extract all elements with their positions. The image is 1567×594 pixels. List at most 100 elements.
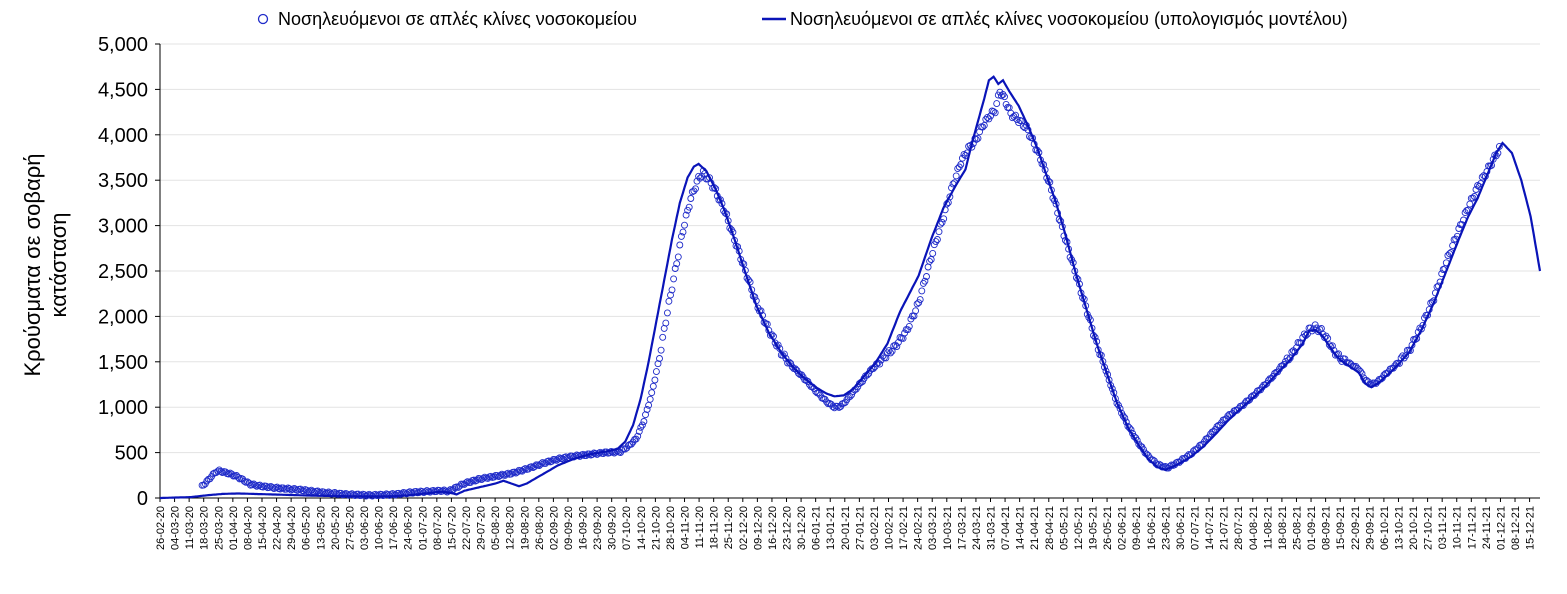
x-tick-label: 30-06-21: [1175, 506, 1187, 550]
x-tick-label: 05-05-21: [1058, 506, 1070, 550]
data-point: [1250, 392, 1258, 400]
x-tick-label: 19-08-20: [519, 506, 531, 550]
x-tick-label: 29-09-21: [1364, 506, 1376, 550]
data-point: [681, 221, 688, 229]
data-point: [1288, 348, 1296, 356]
x-tick-label: 10-06-20: [374, 506, 386, 550]
x-tick-label: 01-09-21: [1306, 506, 1318, 550]
y-tick-label: 4,500: [98, 79, 148, 101]
x-tick-label: 23-09-20: [592, 506, 604, 550]
data-point: [882, 354, 890, 362]
x-tick-label: 22-04-20: [272, 506, 284, 550]
data-point: [462, 479, 470, 487]
data-point: [990, 108, 998, 116]
data-point: [652, 368, 660, 376]
data-point: [206, 475, 214, 483]
y-tick-label: 1,500: [98, 352, 148, 374]
data-point: [1012, 111, 1019, 119]
data-point: [643, 406, 651, 413]
x-tick-label: 15-12-21: [1525, 506, 1537, 550]
x-tick-label: 07-10-20: [621, 506, 633, 550]
x-tick-label: 27-10-21: [1423, 506, 1435, 550]
legend-marker-icon: [257, 13, 269, 25]
x-tick-label: 29-04-20: [286, 506, 298, 550]
data-point: [687, 195, 695, 202]
x-tick-label: 24-03-21: [971, 506, 983, 550]
x-tick-label: 03-06-20: [359, 506, 371, 550]
data-point: [991, 109, 999, 117]
x-tick-label: 07-04-21: [1000, 506, 1012, 550]
data-point: [635, 427, 643, 435]
data-point: [234, 473, 242, 481]
x-tick-label: 01-12-21: [1495, 506, 1507, 550]
data-point: [470, 476, 478, 484]
data-point: [682, 211, 690, 219]
data-point: [659, 333, 667, 341]
data-point: [935, 228, 943, 236]
data-point: [923, 273, 930, 280]
x-tick-label: 29-07-20: [476, 506, 488, 550]
data-point: [1466, 200, 1474, 208]
y-axis-label-line-2: κατάσταση: [46, 212, 71, 317]
data-point: [904, 326, 912, 334]
data-point: [957, 161, 965, 168]
data-point: [1268, 374, 1275, 382]
y-tick-label: 2,500: [98, 261, 148, 283]
data-point: [983, 113, 991, 121]
data-point: [673, 260, 681, 268]
x-axis-ticks: 26-02-20 04-03-20 11-03-20 18-03-20 25-03-20…: [155, 498, 1537, 550]
x-tick-label: 09-06-21: [1131, 506, 1143, 550]
data-point: [921, 277, 929, 285]
x-tick-label: 24-06-20: [403, 506, 415, 550]
data-point: [946, 193, 954, 201]
x-tick-label: 06-10-21: [1379, 506, 1391, 550]
x-tick-label: 25-03-20: [213, 506, 225, 550]
legend-item-line[interactable]: Νοσηλευόμενοι σε απλές κλίνες νοσοκομείο…: [762, 9, 1348, 29]
data-point: [918, 287, 926, 295]
x-tick-label: 26-05-21: [1102, 506, 1114, 550]
x-tick-label: 12-08-20: [505, 506, 517, 550]
data-point: [787, 360, 795, 367]
data-point: [217, 468, 225, 475]
x-tick-label: 10-03-21: [942, 506, 954, 550]
x-tick-label: 13-10-21: [1393, 506, 1405, 550]
x-tick-label: 20-01-21: [840, 506, 852, 550]
x-tick-label: 28-10-20: [665, 506, 677, 550]
data-point: [919, 279, 927, 287]
data-point: [938, 218, 946, 226]
x-tick-label: 03-02-21: [869, 506, 881, 550]
data-point: [656, 355, 663, 362]
x-tick-label: 13-05-20: [315, 506, 327, 550]
data-point: [954, 165, 962, 173]
data-point: [846, 393, 854, 401]
data-point: [1469, 194, 1477, 202]
x-tick-label: 15-09-21: [1335, 506, 1347, 550]
y-tick-label: 500: [115, 443, 148, 465]
data-point: [976, 128, 984, 136]
x-tick-label: 09-09-20: [563, 506, 575, 550]
x-tick-label: 07-07-21: [1189, 506, 1201, 550]
data-point: [1311, 321, 1319, 329]
data-point: [218, 469, 226, 476]
data-point: [979, 123, 987, 131]
legend-item-markers[interactable]: Νοσηλευόμενοι σε απλές κλίνες νοσοκομείο…: [257, 9, 637, 29]
data-point: [692, 185, 699, 193]
data-point: [240, 477, 248, 485]
y-tick-label: 3,000: [98, 216, 148, 238]
data-point: [510, 468, 518, 476]
data-point: [993, 100, 1001, 108]
x-tick-label: 28-04-21: [1044, 506, 1056, 550]
x-tick-label: 08-09-21: [1321, 506, 1333, 550]
x-tick-label: 25-08-21: [1291, 506, 1303, 550]
x-tick-label: 20-10-21: [1408, 506, 1420, 550]
data-point: [654, 360, 662, 368]
x-tick-label: 18-11-20: [709, 506, 721, 549]
data-point: [890, 342, 898, 350]
x-tick-label: 26-08-20: [534, 506, 546, 550]
data-point: [677, 232, 685, 240]
x-tick-label: 11-08-21: [1262, 506, 1274, 549]
x-tick-label: 17-11-21: [1466, 506, 1478, 549]
y-tick-label: 2,000: [98, 306, 148, 328]
data-point: [926, 257, 934, 265]
x-tick-label: 26-02-20: [155, 506, 167, 550]
